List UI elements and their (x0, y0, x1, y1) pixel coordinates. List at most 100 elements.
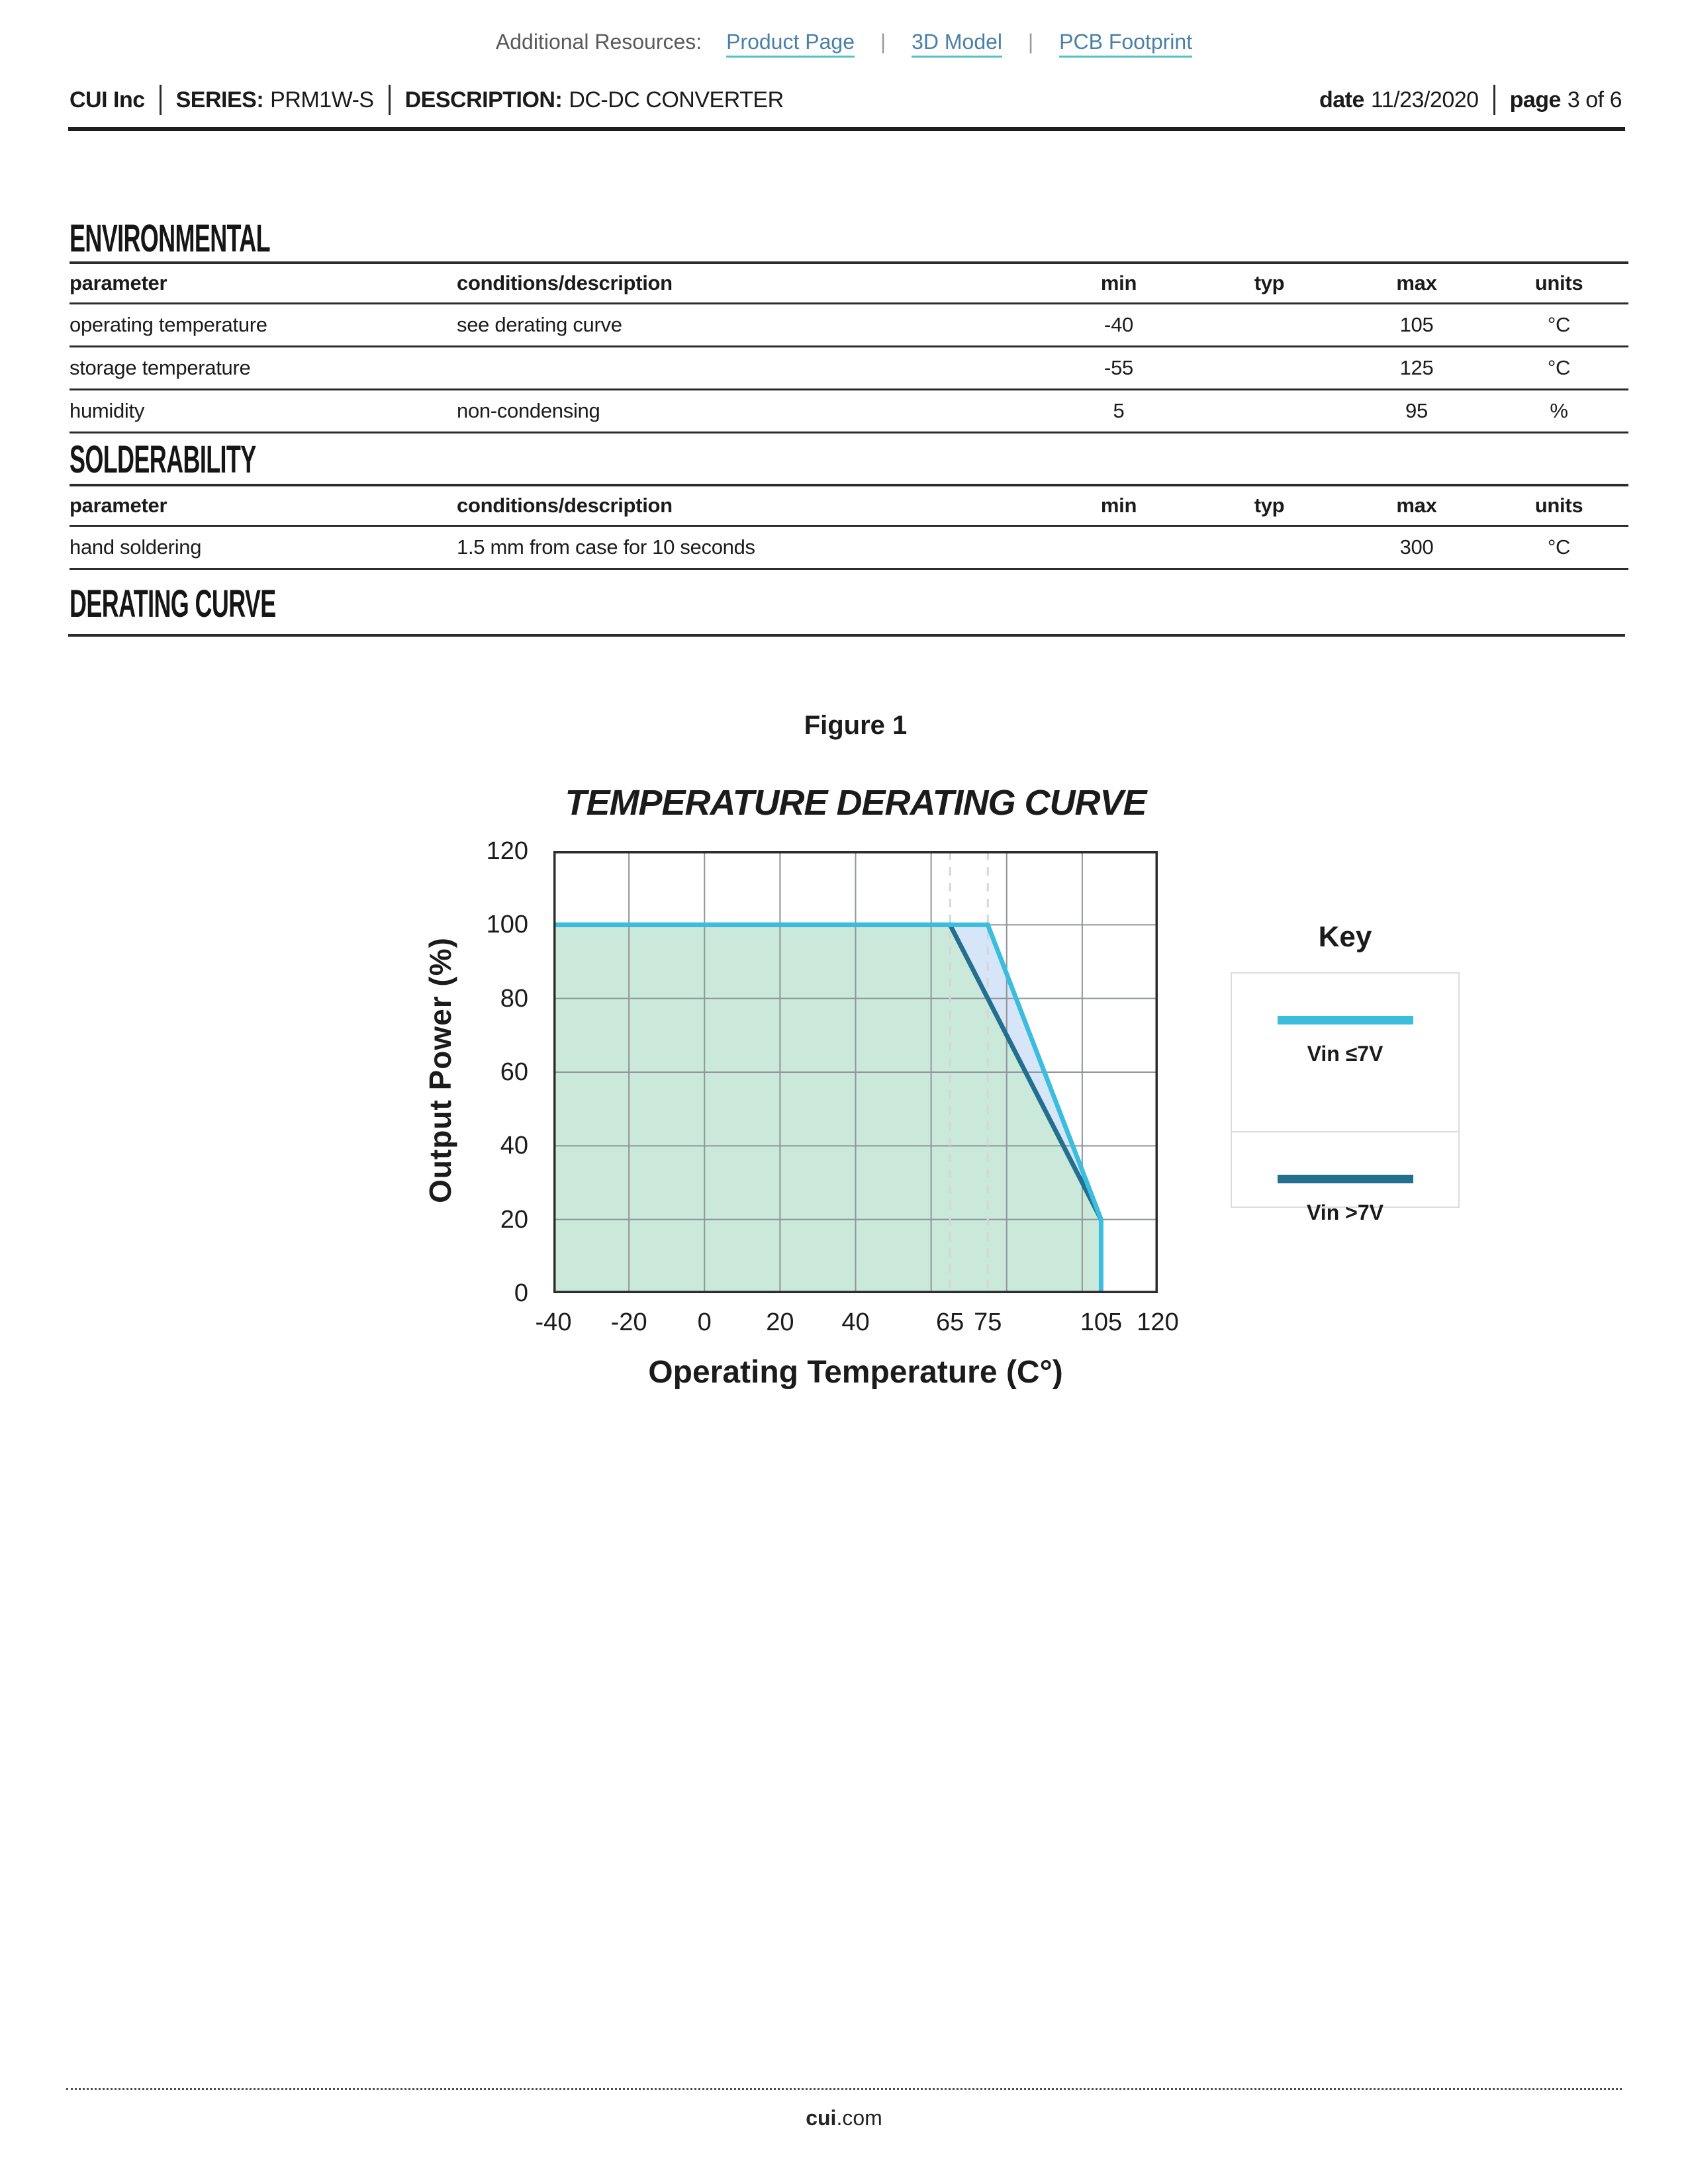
cell-min (1043, 525, 1195, 570)
series-label: SERIES: (175, 87, 264, 113)
document-header: CUI Inc SERIES: PRM1W-S DESCRIPTION: DC-… (70, 85, 1622, 115)
header-rule (68, 127, 1625, 131)
description-label: DESCRIPTION: (404, 87, 563, 113)
table-row: storage temperature -55 125 °C (70, 346, 1628, 390)
cell-conditions: 1.5 mm from case for 10 seconds (457, 525, 1043, 570)
header-right-group: date 11/23/2020 page 3 of 6 (1319, 85, 1622, 115)
legend-entry: Vin ≤7V (1232, 1016, 1458, 1132)
cell-conditions: see derating curve (457, 303, 1043, 347)
series-value: PRM1W-S (270, 87, 374, 113)
cell-max: 300 (1344, 525, 1489, 570)
cell-parameter: hand soldering (70, 525, 457, 570)
page-label: page (1509, 87, 1562, 113)
legend-swatch-vin-gt-7v (1277, 1175, 1413, 1183)
y-tick-label: 20 (500, 1205, 528, 1234)
cell-units: % (1489, 389, 1628, 433)
cell-units: °C (1489, 346, 1628, 390)
x-tick-label: 40 (841, 1308, 870, 1336)
company-name: CUI Inc (70, 87, 145, 113)
x-tick-label: 65 (936, 1308, 964, 1336)
product-page-link[interactable]: Product Page (726, 30, 855, 58)
cell-parameter: storage temperature (70, 346, 457, 390)
x-tick-label: 20 (766, 1308, 794, 1336)
cell-min: -55 (1043, 346, 1195, 390)
divider (159, 85, 162, 115)
cell-conditions (457, 346, 1043, 390)
solderability-table: parameter conditions/description min typ… (70, 484, 1628, 570)
col-units: units (1489, 485, 1628, 527)
legend-label: Vin >7V (1307, 1201, 1383, 1224)
derating-chart-plot (553, 851, 1158, 1293)
footer-brand: cui (806, 2106, 837, 2130)
legend-label: Vin ≤7V (1307, 1042, 1383, 1066)
cell-typ (1195, 525, 1344, 570)
cell-max: 105 (1344, 303, 1489, 347)
legend-entry: Vin >7V (1232, 1175, 1458, 1291)
col-min: min (1043, 485, 1195, 527)
footer-rule (66, 2088, 1622, 2090)
link-separator: | (880, 30, 886, 54)
x-tick-label: 105 (1080, 1308, 1123, 1336)
additional-resources-bar: Additional Resources: Product Page | 3D … (0, 29, 1688, 58)
table-row: hand soldering 1.5 mm from case for 10 s… (70, 525, 1628, 570)
y-tick-label: 60 (500, 1058, 528, 1086)
col-parameter: parameter (70, 263, 457, 304)
cell-conditions: non-condensing (457, 389, 1043, 433)
environmental-table: parameter conditions/description min typ… (70, 261, 1628, 433)
x-tick-label: 75 (974, 1308, 1002, 1336)
section-title-environmental: ENVIRONMENTAL (70, 217, 271, 260)
x-tick-label: -40 (535, 1308, 572, 1336)
description-value: DC-DC CONVERTER (569, 87, 784, 113)
plot-frame (553, 851, 1158, 1293)
x-tick-label: -20 (610, 1308, 647, 1336)
page-value: 3 of 6 (1567, 87, 1622, 113)
section-title-derating-curve: DERATING CURVE (70, 582, 276, 625)
section-title-solderability: SOLDERABILITY (70, 438, 256, 481)
footer-suffix: .com (836, 2106, 882, 2130)
header-left-group: CUI Inc SERIES: PRM1W-S DESCRIPTION: DC-… (70, 85, 784, 115)
cell-units: °C (1489, 525, 1628, 570)
divider (388, 85, 391, 115)
cell-max: 95 (1344, 389, 1489, 433)
chart-title: TEMPERATURE DERATING CURVE (565, 783, 1147, 823)
date-value: 11/23/2020 (1370, 87, 1479, 113)
col-typ: typ (1195, 485, 1344, 527)
legend-box: Vin ≤7V Vin >7V (1231, 972, 1460, 1224)
table-header-row: parameter conditions/description min typ… (70, 263, 1628, 304)
col-conditions: conditions/description (457, 485, 1043, 527)
divider (1493, 85, 1495, 115)
figure-label: Figure 1 (804, 711, 908, 740)
y-tick-label: 80 (500, 984, 528, 1013)
date-label: date (1319, 87, 1364, 113)
cell-min: -40 (1043, 303, 1195, 347)
footer-site: cui.com (0, 2106, 1688, 2130)
table-header-row: parameter conditions/description min typ… (70, 485, 1628, 527)
legend-title: Key (1318, 921, 1372, 953)
additional-resources-label: Additional Resources: (495, 30, 702, 54)
x-tick-label: 0 (697, 1308, 712, 1336)
col-max: max (1344, 485, 1489, 527)
cell-units: °C (1489, 303, 1628, 347)
area-fill (553, 925, 1102, 1293)
table-row: humidity non-condensing 5 95 % (70, 389, 1628, 433)
cell-parameter: humidity (70, 389, 457, 433)
pcb-footprint-link[interactable]: PCB Footprint (1059, 30, 1193, 58)
legend-swatch-vin-le-7v (1277, 1016, 1413, 1024)
x-tick-label: 120 (1137, 1308, 1179, 1336)
col-min: min (1043, 263, 1195, 304)
cell-typ (1195, 303, 1344, 347)
col-parameter: parameter (70, 485, 457, 527)
col-typ: typ (1195, 263, 1344, 304)
cell-typ (1195, 346, 1344, 390)
y-tick-label: 0 (514, 1279, 528, 1307)
y-tick-label: 40 (500, 1132, 528, 1160)
3d-model-link[interactable]: 3D Model (912, 30, 1003, 58)
y-tick-label: 100 (486, 911, 528, 939)
col-max: max (1344, 263, 1489, 304)
table-row: operating temperature see derating curve… (70, 303, 1628, 347)
col-conditions: conditions/description (457, 263, 1043, 304)
section-rule (68, 634, 1625, 637)
series-line (553, 922, 1103, 1293)
cell-max: 125 (1344, 346, 1489, 390)
